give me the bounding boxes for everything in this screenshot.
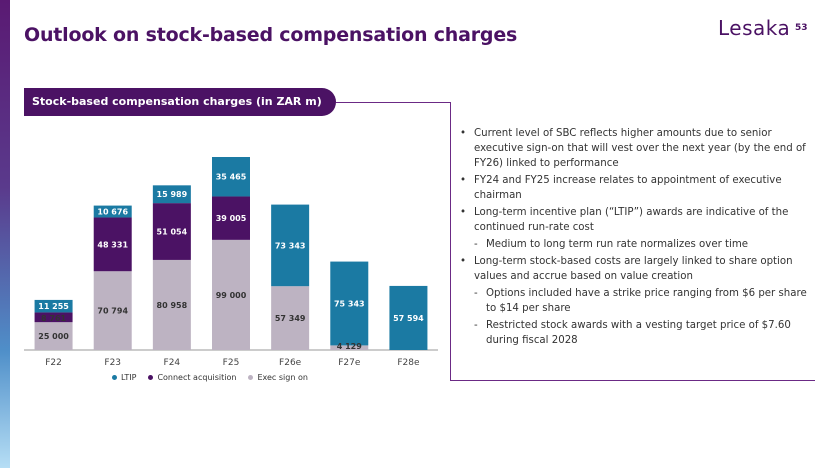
bar-segment xyxy=(212,196,250,240)
bar-segment xyxy=(34,322,73,350)
data-label: 15 989 xyxy=(157,190,188,199)
sub-bullet-item: Medium to long term run rate normalizes … xyxy=(460,237,810,252)
bar-segment xyxy=(152,203,191,260)
bar-segment xyxy=(271,204,310,287)
data-label: 25 000 xyxy=(38,332,69,341)
legend-label: LTIP xyxy=(121,373,137,382)
x-tick-label: F25 xyxy=(223,358,240,368)
divider-line-bottom xyxy=(450,380,815,381)
bar-segment xyxy=(152,185,191,204)
x-tick-label: F23 xyxy=(104,358,121,368)
x-tick-label: F24 xyxy=(164,358,181,368)
legend-dot-icon xyxy=(112,375,117,380)
bar-segment xyxy=(93,217,132,272)
bar-segment xyxy=(34,312,73,323)
legend-item-connect: Connect acquisition xyxy=(148,373,236,382)
bar-segment xyxy=(330,261,369,346)
page-title: Outlook on stock-based compensation char… xyxy=(24,24,518,46)
x-tick-label: F26e xyxy=(279,358,302,368)
lesaka-logo: Lesaka xyxy=(718,16,791,40)
legend-dot-icon xyxy=(148,375,154,380)
legend-item-exec: Exec sign on xyxy=(248,373,308,382)
data-label: 57 594 xyxy=(393,314,424,323)
bar-segment xyxy=(93,205,132,218)
data-label: 70 794 xyxy=(97,307,128,316)
bar-segment xyxy=(271,286,310,350)
bar-segment xyxy=(34,299,73,313)
bullet-item: Long-term stock-based costs are largely … xyxy=(460,254,810,284)
data-label: 11 255 xyxy=(38,302,69,311)
data-label: 80 958 xyxy=(157,301,188,310)
data-label: 99 000 xyxy=(216,291,247,300)
chart-section-label: Stock-based compensation charges (in ZAR… xyxy=(24,88,336,116)
data-label: 73 343 xyxy=(275,241,306,250)
data-label: 4 129 xyxy=(337,342,362,351)
bar-segment xyxy=(389,285,428,350)
legend-item-ltip: LTIP xyxy=(112,373,136,382)
bullet-item: FY24 and FY25 increase relates to appoin… xyxy=(460,173,810,203)
data-label: 57 349 xyxy=(275,314,306,323)
data-label: 10 676 xyxy=(97,208,128,217)
data-label: 51 054 xyxy=(157,228,188,237)
sub-bullet-item: Options included have a strike price ran… xyxy=(460,286,810,316)
bar-segment xyxy=(152,259,191,350)
chart-legend: LTIP Connect acquisition Exec sign on xyxy=(112,373,308,382)
x-tick-label: F22 xyxy=(45,358,62,368)
bullet-item: Current level of SBC reflects higher amo… xyxy=(460,126,810,171)
bar-segment xyxy=(212,157,250,197)
data-label: 35 465 xyxy=(216,173,247,182)
legend-label: Connect acquisition xyxy=(157,373,237,382)
x-tick-label: F28e xyxy=(397,358,420,368)
page-number: 53 xyxy=(795,23,808,33)
legend-label: Exec sign on xyxy=(257,373,308,382)
commentary-bullets: Current level of SBC reflects higher amo… xyxy=(460,126,810,350)
divider-line-vertical xyxy=(450,102,451,380)
data-label: 75 343 xyxy=(334,299,365,308)
sub-bullet-item: Restricted stock awards with a vesting t… xyxy=(460,318,810,348)
divider-line xyxy=(336,102,450,103)
bullet-item: Long-term incentive plan (“LTIP”) awards… xyxy=(460,205,810,235)
bar-segment xyxy=(93,271,132,350)
x-tick-label: F27e xyxy=(338,358,361,368)
left-accent-bar xyxy=(0,0,10,468)
data-label: 48 331 xyxy=(97,240,128,249)
legend-dot-icon xyxy=(248,375,254,380)
data-label: 8 761 xyxy=(41,314,66,323)
bar-segment xyxy=(212,239,250,350)
bar-segment xyxy=(330,345,369,350)
data-label: 39 005 xyxy=(216,214,247,223)
